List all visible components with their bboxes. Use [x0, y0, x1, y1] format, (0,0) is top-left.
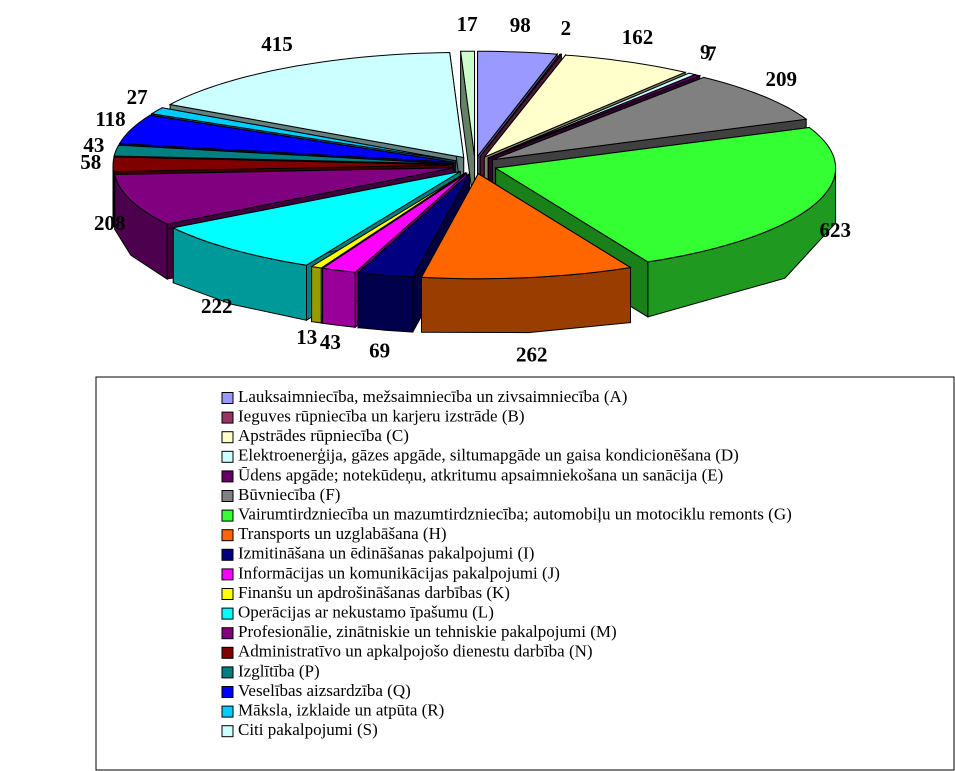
slice	[460, 50, 476, 157]
legend-swatch	[221, 666, 234, 679]
legend-swatch	[221, 627, 234, 640]
slice-side	[311, 266, 322, 324]
legend-swatch	[221, 686, 234, 698]
slice	[494, 126, 837, 263]
legend-swatch	[221, 411, 234, 424]
legend-swatch	[221, 450, 234, 463]
slice	[310, 172, 466, 269]
slice	[488, 74, 702, 159]
value-label: 415	[261, 32, 293, 56]
legend-label: Vairumtirdzniecība un mazumtirdzniecība;…	[238, 505, 792, 524]
slice	[113, 144, 454, 165]
slice	[420, 173, 632, 280]
slice	[171, 171, 461, 266]
legend-label: Apstrādes rūpniecība (C)	[238, 426, 409, 445]
slice	[356, 173, 470, 278]
slice-side	[322, 267, 356, 328]
value-labels: 98 2 1629720962326269431322220858431182741…	[80, 12, 851, 366]
slice-side	[357, 272, 414, 333]
slice	[168, 51, 465, 159]
value-label: 7	[706, 42, 717, 66]
value-label: 17	[457, 12, 478, 36]
legend-swatch	[221, 725, 234, 738]
legend-label: Izglītība (P)	[238, 661, 320, 680]
legend-label: Būvniecība (F)	[238, 485, 340, 504]
legend-label: Finanšu un apdrošināšanas darbības (K)	[238, 583, 510, 602]
legend-label: Ieguves rūpniecība un karjeru izstrāde (…	[238, 407, 525, 426]
slice	[114, 167, 455, 225]
slice	[477, 50, 559, 158]
value-label: 208	[94, 211, 126, 235]
legend-swatch	[221, 607, 234, 620]
legend-swatch	[221, 646, 234, 659]
value-label: 27	[127, 85, 148, 109]
legend-swatch	[221, 470, 234, 483]
value-label: 43	[83, 133, 104, 157]
slice	[479, 53, 563, 157]
slice	[321, 172, 468, 273]
legend-label: Informācijas un komunikācijas pakalpojum…	[238, 563, 560, 582]
value-label: 2	[561, 16, 572, 40]
value-label: 222	[201, 294, 233, 318]
legend-swatch	[221, 588, 234, 600]
legend-label: Profesionālie, zinātniskie un tehniskie …	[238, 622, 617, 641]
legend-label: Ūdens apgāde; notekūdeņu, atkritumu apsa…	[238, 465, 723, 484]
legend-label: Veselības aizsardzība (Q)	[238, 681, 411, 700]
value-label: 13	[296, 325, 317, 349]
legend-label: Transports un uzglabāšana (H)	[238, 524, 447, 543]
value-label: 262	[516, 342, 548, 366]
legend-swatch	[221, 431, 234, 444]
legend-swatch	[221, 548, 234, 561]
legend-label: Lauksaimniecība, mežsaimniecība un zivsa…	[238, 387, 627, 406]
value-label: 9	[700, 40, 711, 64]
value-label: 162	[622, 25, 654, 49]
legend-swatch	[221, 490, 234, 502]
legend: Lauksaimniecība, mežsaimniecība un zivsa…	[221, 387, 792, 739]
legend-label: Administratīvo un apkalpojošo dienestu d…	[238, 642, 593, 661]
slice	[483, 54, 687, 158]
legend-label: Elektroenerģija, gāzes apgāde, siltumapg…	[238, 446, 739, 465]
slice	[112, 156, 454, 173]
value-label: 58	[80, 150, 101, 174]
value-label: 118	[95, 107, 125, 131]
legend-box	[95, 376, 955, 771]
slice	[150, 107, 456, 162]
pie-tops	[112, 50, 837, 280]
slice	[492, 76, 808, 161]
legend-swatch	[221, 529, 234, 542]
legend-swatch	[221, 392, 234, 404]
legend-swatch	[221, 509, 234, 522]
legend-label: Māksla, izklaide un atpūta (R)	[238, 701, 444, 720]
value-label: 98	[510, 13, 531, 37]
value-label: 209	[766, 67, 798, 91]
value-label: 43	[320, 330, 341, 354]
legend-label: Izmitināšana un ēdināšanas pakalpojumi (…	[238, 544, 534, 563]
legend-swatch	[221, 705, 234, 718]
value-label: 69	[369, 338, 390, 362]
legend-label: Citi pakalpojumi (S)	[238, 720, 378, 739]
slice	[118, 114, 455, 163]
legend-label: Operācijas ar nekustamo īpašumu (L)	[238, 603, 494, 622]
value-label: 623	[819, 218, 851, 242]
legend-swatch	[221, 568, 234, 581]
